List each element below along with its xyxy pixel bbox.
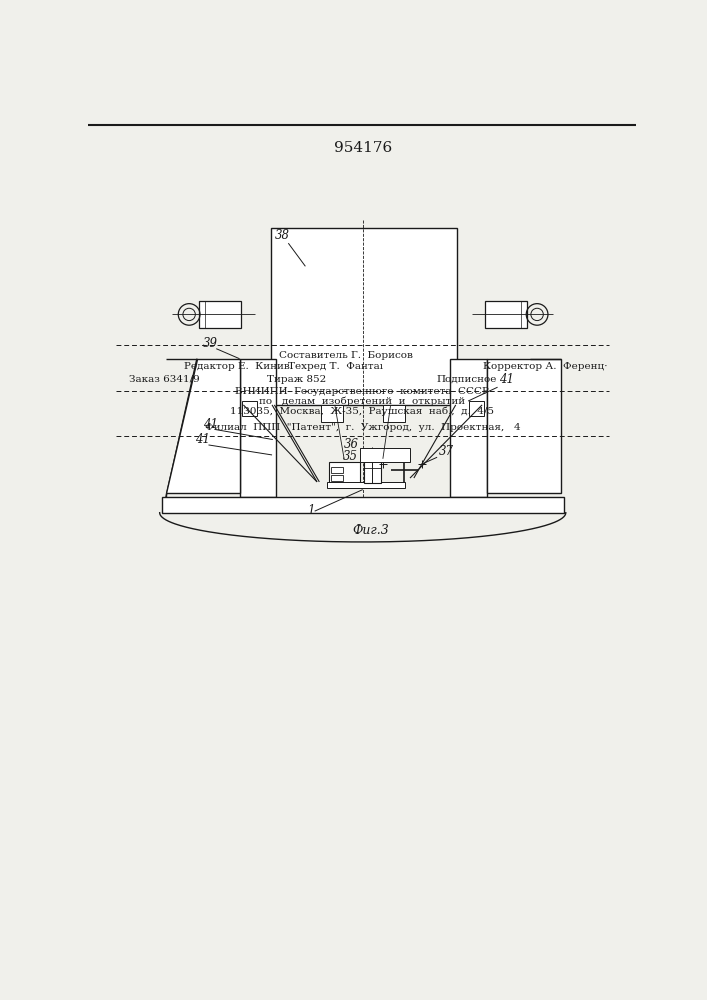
Bar bbox=[199, 301, 241, 328]
Text: 113035,  Москва,  Ж-35,  Раушская  наб.,  д.  4/5: 113035, Москва, Ж-35, Раушская наб., д. … bbox=[230, 406, 494, 416]
Bar bbox=[162, 497, 564, 513]
Bar bbox=[329, 462, 360, 483]
Text: 37: 37 bbox=[438, 445, 454, 458]
Text: Составитель Г.  Борисов: Составитель Г. Борисов bbox=[279, 351, 413, 360]
Bar bbox=[383, 405, 404, 422]
Text: ВНИИПИ  Государственного  комитета  СССР: ВНИИПИ Государственного комитета СССР bbox=[235, 387, 489, 396]
Text: Подписное: Подписное bbox=[436, 375, 496, 384]
Text: 41: 41 bbox=[203, 418, 218, 431]
Bar bbox=[331, 467, 344, 473]
Text: Редактор Е.  Кинив: Редактор Е. Кинив bbox=[185, 362, 290, 371]
Text: 36: 36 bbox=[344, 438, 359, 451]
Polygon shape bbox=[486, 359, 561, 493]
Text: Филиал  ППП  "Патент",  г.  Ужгород,  ул.  Проектная,   4: Филиал ППП "Патент", г. Ужгород, ул. Про… bbox=[204, 424, 520, 432]
Text: Тираж 852: Тираж 852 bbox=[267, 375, 326, 384]
Text: 1: 1 bbox=[307, 504, 315, 517]
Text: Корректор А.  Ференц·: Корректор А. Ференц· bbox=[483, 362, 607, 371]
Bar bbox=[271, 228, 457, 405]
Bar bbox=[469, 401, 484, 416]
Text: 954176: 954176 bbox=[334, 141, 392, 155]
Text: 41: 41 bbox=[499, 373, 514, 386]
Text: 39: 39 bbox=[203, 337, 218, 350]
Text: Техред Т.  Фантаı: Техред Т. Фантаı bbox=[288, 362, 383, 371]
Text: по   делам  изобретений  и  открытий: по делам изобретений и открытий bbox=[259, 396, 465, 406]
Text: 41: 41 bbox=[195, 433, 210, 446]
Text: 35: 35 bbox=[343, 450, 358, 463]
Bar bbox=[327, 482, 404, 488]
Bar bbox=[240, 359, 276, 497]
Bar bbox=[331, 475, 344, 481]
Polygon shape bbox=[166, 359, 240, 493]
Text: 38: 38 bbox=[274, 229, 289, 242]
Bar bbox=[450, 359, 486, 497]
Bar bbox=[360, 448, 410, 462]
Bar bbox=[363, 453, 380, 483]
Text: Заказ 6341/9: Заказ 6341/9 bbox=[129, 375, 200, 384]
Text: Фиг.3: Фиг.3 bbox=[352, 524, 389, 537]
Bar bbox=[321, 405, 343, 422]
Bar bbox=[242, 401, 257, 416]
Bar bbox=[485, 301, 527, 328]
